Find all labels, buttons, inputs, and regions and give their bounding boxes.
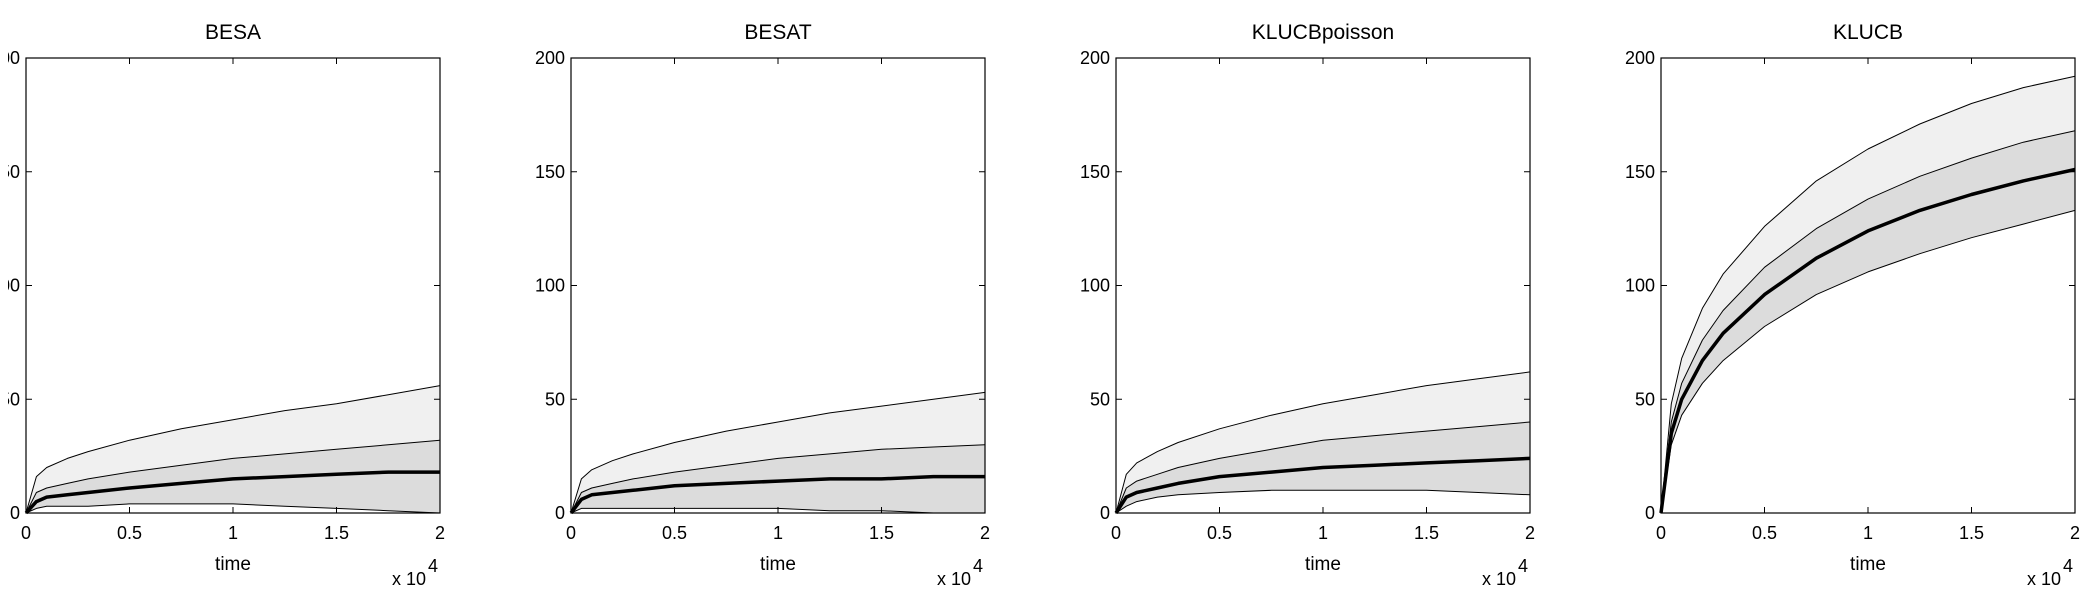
- x-tick-label: 1: [1863, 523, 1873, 543]
- series-line-mean: [1114, 456, 1531, 514]
- series-line-lower: [1115, 489, 1531, 514]
- band-outer: [571, 392, 985, 513]
- x-exponent-label: x 10: [1482, 569, 1516, 589]
- series-line-upper: [25, 385, 441, 514]
- x-tick-label: 0.5: [1207, 523, 1232, 543]
- x-exponent-power: 4: [2063, 556, 2073, 576]
- x-tick-label: 1.5: [1959, 523, 1984, 543]
- y-tick-label: 100: [1625, 276, 1655, 296]
- x-tick-label: 1: [1318, 523, 1328, 543]
- x-axis-label: time: [760, 554, 796, 575]
- x-tick-label: 1.5: [324, 523, 349, 543]
- series-line-mean: [1659, 167, 2076, 514]
- x-axis-label: time: [1305, 554, 1341, 575]
- x-axis-label: time: [1850, 554, 1886, 575]
- x-exponent-power: 4: [428, 556, 438, 576]
- y-tick-label: 200: [1625, 48, 1655, 68]
- series-line-lower: [25, 503, 441, 514]
- chart-title: KLUCBpoisson: [1252, 21, 1394, 44]
- y-tick-label: 150: [535, 162, 565, 182]
- series-line-upper: [570, 391, 986, 514]
- series-line-upper-mid: [1660, 130, 2076, 514]
- x-exponent-label: x 10: [392, 569, 426, 589]
- y-tick-label: 150: [1625, 162, 1655, 182]
- chart-panel-2: 0 0.5 1 1.5 2 200 150 100 50 0 BESAT time x 104: [535, 21, 990, 589]
- y-tick-label: 100: [535, 276, 565, 296]
- chart-panel-4: 0 0.5 1 1.5 2 200 150 100 50 0 KLUCB time x 104: [1625, 21, 2080, 589]
- band-inner: [26, 440, 440, 513]
- x-tick-label: 2: [2070, 523, 2080, 543]
- x-exponent-power: 4: [973, 556, 983, 576]
- x-tick-label: 1.5: [1414, 523, 1439, 543]
- x-tick-label: 1: [773, 523, 783, 543]
- series-line-mean: [569, 474, 985, 515]
- y-tick-label: 200: [535, 48, 565, 68]
- x-tick-label: 0: [1656, 523, 1666, 543]
- band-outer: [1116, 371, 1530, 513]
- y-tick-label: 0: [1645, 503, 1655, 523]
- chart-title: BESA: [205, 21, 261, 44]
- x-exponent-label: x 10: [937, 569, 971, 589]
- series-line-upper-mid: [570, 444, 986, 514]
- x-tick-label: 0.5: [1752, 523, 1777, 543]
- y-tick-label: 50: [1090, 389, 1110, 409]
- x-tick-label: 0: [21, 523, 31, 543]
- y-tick-label: 100: [1080, 276, 1110, 296]
- series-line-upper: [1115, 371, 1531, 514]
- chart-title: BESAT: [744, 21, 811, 44]
- series-line-upper-mid: [25, 439, 441, 514]
- y-tick-label: 50: [1635, 389, 1655, 409]
- y-tick-label: 50: [545, 389, 565, 409]
- chart-panel-3: 0 0.5 1 1.5 2 200 150 100 50 0 KLUCBpoisson time x 1…: [1080, 21, 1535, 589]
- x-tick-label: 0.5: [662, 523, 687, 543]
- y-tick-label: 0: [1100, 503, 1110, 523]
- x-tick-label: 1.5: [869, 523, 894, 543]
- series-line-mean: [24, 470, 440, 515]
- series-line-lower: [570, 507, 985, 514]
- x-tick-label: 2: [435, 523, 445, 543]
- series-line-upper: [1660, 75, 2076, 514]
- x-exponent-power: 4: [1518, 556, 1528, 576]
- band-inner: [1661, 130, 2075, 514]
- edge-mask: [0, 40, 8, 530]
- series-line-upper-mid: [1115, 421, 1531, 514]
- y-tick-label: 0: [10, 503, 20, 523]
- x-tick-label: 0: [566, 523, 576, 543]
- band-inner: [571, 444, 985, 513]
- band-outer: [26, 385, 440, 513]
- x-tick-label: 0: [1111, 523, 1121, 543]
- x-tick-label: 2: [980, 523, 990, 543]
- y-tick-label: 200: [1080, 48, 1110, 68]
- x-tick-label: 1: [228, 523, 238, 543]
- x-axis-label: time: [215, 554, 251, 575]
- x-tick-label: 0.5: [117, 523, 142, 543]
- x-tick-label: 2: [1525, 523, 1535, 543]
- series-line-lower: [1660, 209, 2076, 514]
- y-tick-label: 0: [555, 503, 565, 523]
- y-tick-label: 150: [1080, 162, 1110, 182]
- band-outer: [1661, 76, 2075, 513]
- x-exponent-label: x 10: [2027, 569, 2061, 589]
- chart-title: KLUCB: [1833, 21, 1903, 44]
